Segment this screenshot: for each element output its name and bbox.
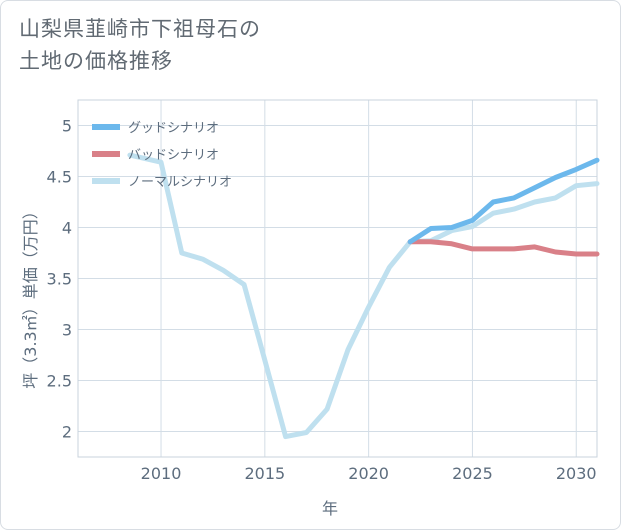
y-tick-label: 4.5 [47,168,72,187]
y-tick-label: 2 [62,423,72,442]
series-lines [127,152,600,440]
chart-title-line-1: 山梨県韮崎市下祖母石の [19,17,261,41]
x-tick-label: 2020 [348,464,389,483]
series-line-0 [407,157,600,245]
grid-lines [78,100,597,457]
legend-label: バッドシナリオ [128,148,219,163]
y-tick-label: 5 [62,117,72,136]
y-tick-label: 2.5 [47,372,72,391]
y-axis-ticks: 2 2.5 3 3.5 4 4.5 5 [47,117,72,442]
legend-label: ノーマルシナリオ [128,175,232,190]
chart-title: 山梨県韮崎市下祖母石の 土地の価格推移 [19,13,579,77]
x-axis-label: 年 [322,499,338,518]
x-tick-label: 2030 [556,464,597,483]
y-axis-label: 坪（3.3㎡）単価（万円） [21,203,40,388]
series-line-2 [127,152,600,440]
x-tick-label: 2025 [452,464,493,483]
series-line-1 [407,239,600,257]
x-axis-ticks: 2010 2015 2020 2025 2030 [141,464,597,483]
x-tick-label: 2010 [141,464,182,483]
y-tick-label: 4 [62,219,72,238]
y-tick-label: 3.5 [47,270,72,289]
plot-area [77,99,598,458]
chart-title-line-2: 土地の価格推移 [19,49,173,73]
x-tick-label: 2015 [244,464,285,483]
y-tick-label: 3 [62,321,72,340]
legend-label: グッドシナリオ [128,121,219,136]
